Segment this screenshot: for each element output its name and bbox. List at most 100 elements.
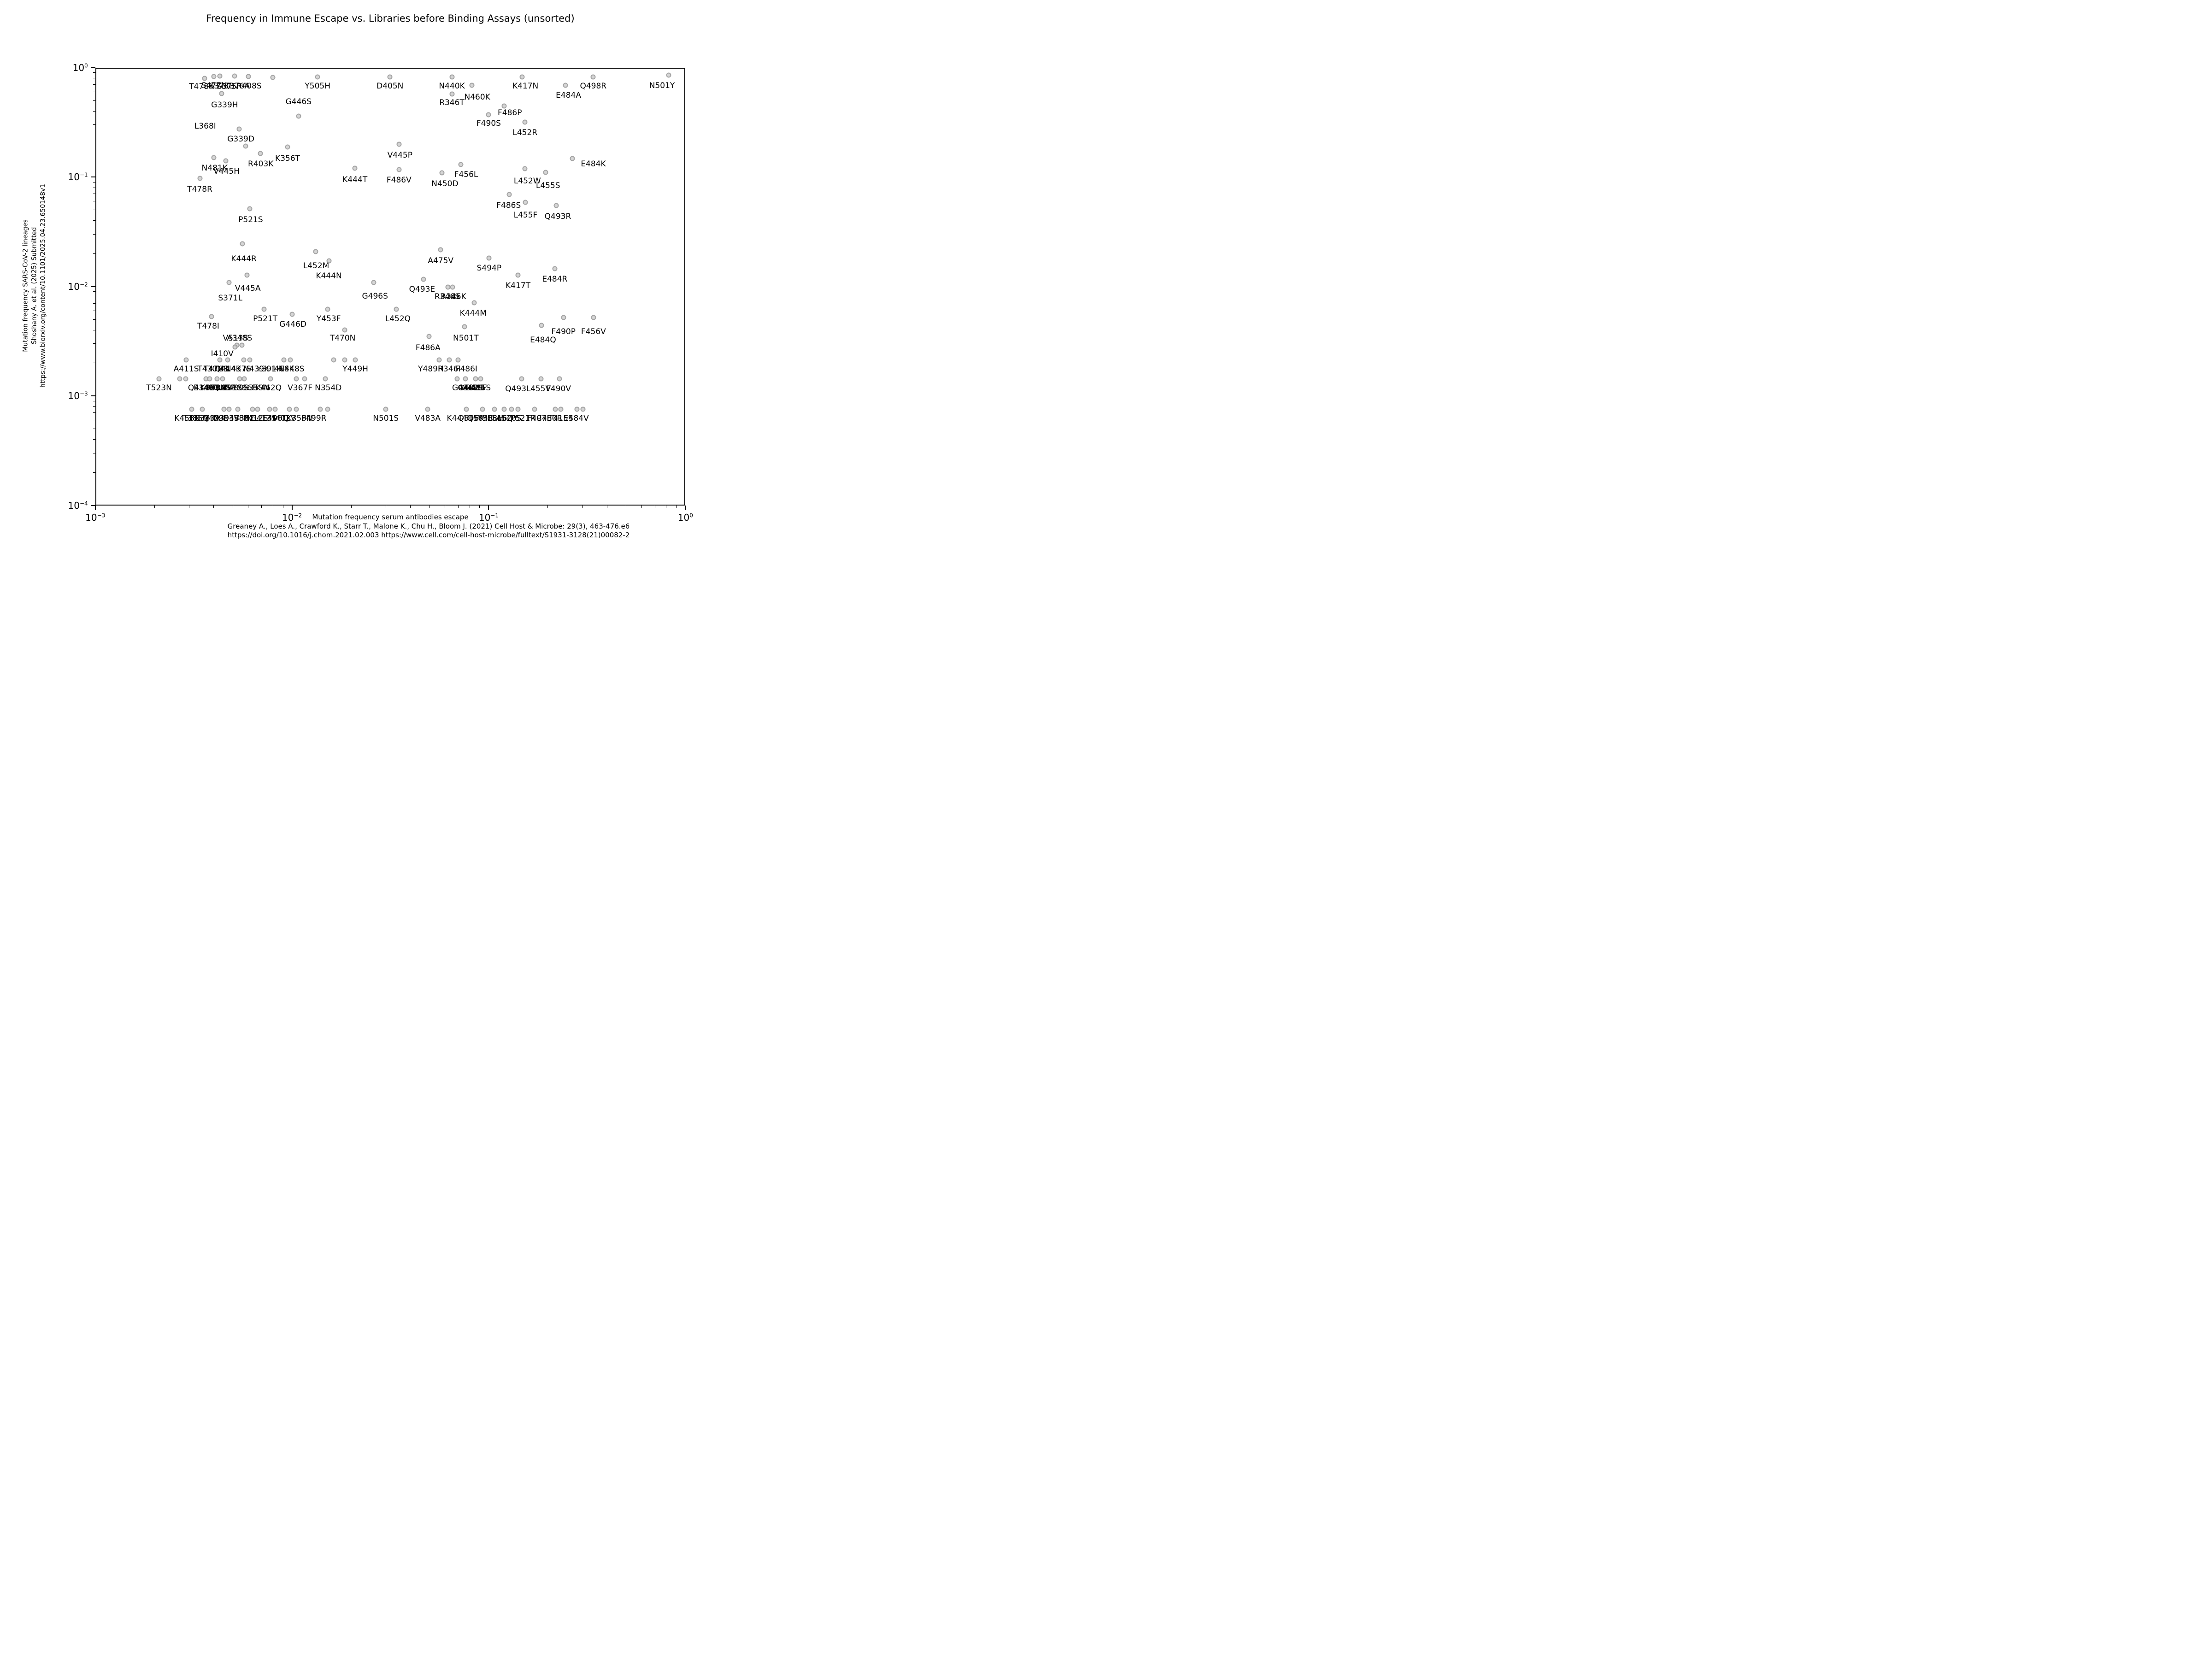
scatter-point — [563, 82, 568, 88]
scatter-point — [478, 376, 483, 382]
axis-tick — [488, 505, 489, 510]
point-label: K444M — [459, 309, 487, 318]
point-label: S477N — [201, 81, 227, 90]
scatter-point — [202, 76, 207, 81]
scatter-point — [331, 357, 336, 363]
scatter-point — [353, 357, 358, 363]
point-label: F490V — [546, 384, 571, 394]
point-label: R408S — [236, 82, 262, 91]
scatter-point — [450, 284, 455, 290]
point-label: G446S — [285, 97, 312, 107]
point-label: E484R — [542, 274, 568, 284]
scatter-point — [270, 75, 276, 80]
scatter-point — [458, 162, 464, 167]
scatter-point — [449, 74, 455, 80]
axis-tick — [94, 505, 96, 510]
scatter-point — [241, 357, 247, 363]
point-label: E484Q — [530, 335, 556, 345]
scatter-point — [522, 119, 528, 125]
point-label: L452M — [303, 261, 329, 271]
point-label: P384S — [206, 383, 230, 393]
point-label: Q498R — [580, 82, 607, 91]
axis-tick — [291, 505, 293, 510]
point-label: F486I — [455, 364, 477, 374]
point-label: D405N — [377, 82, 404, 91]
axis-tick — [154, 505, 155, 508]
scatter-point — [480, 406, 485, 412]
scatter-point — [197, 176, 203, 181]
point-label: P499R — [301, 413, 327, 423]
point-label: L452W — [513, 176, 541, 186]
point-label: K444R — [231, 254, 257, 264]
point-label: Y489H — [418, 364, 444, 374]
point-label: E516Q — [487, 413, 513, 423]
point-label: C480S — [223, 383, 249, 393]
scatter-point — [553, 203, 559, 208]
point-label: K462Q — [255, 383, 282, 393]
scatter-point — [232, 344, 238, 350]
point-label: S359N — [244, 383, 270, 393]
point-label: Q506K — [458, 413, 484, 423]
axis-tick — [676, 505, 677, 508]
axis-tick — [93, 253, 95, 254]
scatter-point — [462, 324, 467, 329]
scatter-point — [243, 143, 248, 149]
point-label: Q414E — [188, 383, 214, 393]
scatter-point — [217, 73, 223, 79]
scatter-point — [261, 306, 267, 312]
axis-tick — [93, 234, 95, 235]
axis-tick — [93, 406, 95, 407]
point-label: E484V — [563, 413, 589, 423]
scatter-point — [325, 406, 330, 412]
scatter-point — [371, 280, 377, 285]
axis-tick — [410, 505, 411, 508]
axis-tick — [93, 472, 95, 473]
scatter-point — [486, 255, 492, 261]
axis-tick — [685, 505, 686, 510]
scatter-point — [281, 357, 287, 363]
point-label: P521S — [238, 215, 263, 224]
axis-tick — [93, 412, 95, 413]
caption-links: https://doi.org/10.1016/j.chom.2021.02.0… — [227, 531, 630, 539]
axis-tick — [93, 111, 95, 112]
axis-tick — [582, 505, 583, 508]
point-label: T385R — [211, 383, 236, 393]
scatter-point — [519, 376, 524, 382]
axis-tick — [93, 220, 95, 221]
point-label: A475V — [428, 256, 454, 265]
point-label: V367F — [288, 383, 313, 393]
scatter-point — [590, 74, 596, 80]
scatter-point — [247, 206, 253, 212]
axis-tick — [93, 303, 95, 304]
point-label: N437S — [225, 364, 251, 374]
scatter-point — [325, 306, 330, 312]
y-tick-label: 100 — [72, 62, 88, 73]
point-label: A348S — [227, 334, 253, 343]
axis-tick — [93, 72, 95, 73]
point-label: P412S — [243, 413, 268, 423]
point-label: Q414K — [214, 364, 241, 374]
point-label: T385A — [182, 413, 208, 423]
scatter-point — [519, 74, 525, 80]
scatter-point — [539, 323, 544, 328]
point-label: K444N — [316, 271, 342, 281]
scatter-point — [246, 74, 251, 79]
caption-citation: Greaney A., Loes A., Crawford K., Starr … — [227, 522, 630, 530]
point-label: L455V — [526, 384, 551, 394]
point-label: G413S — [250, 413, 276, 423]
figure-canvas: Frequency in Immune Escape vs. Libraries… — [0, 0, 737, 553]
point-label: C488F — [462, 383, 487, 393]
axis-tick — [93, 439, 95, 440]
scatter-point — [449, 91, 455, 97]
point-label: T478S — [203, 364, 229, 374]
scatter-point — [591, 315, 596, 320]
scatter-point — [289, 312, 295, 317]
point-label: K444Q — [447, 413, 473, 423]
point-label: F497L — [527, 413, 551, 423]
scatter-point — [396, 141, 402, 147]
point-label: T470N — [329, 334, 356, 343]
point-label: Y508H — [477, 413, 504, 423]
point-label: A520S — [496, 413, 522, 423]
scatter-point — [552, 266, 558, 271]
point-label: N501T — [453, 333, 479, 343]
